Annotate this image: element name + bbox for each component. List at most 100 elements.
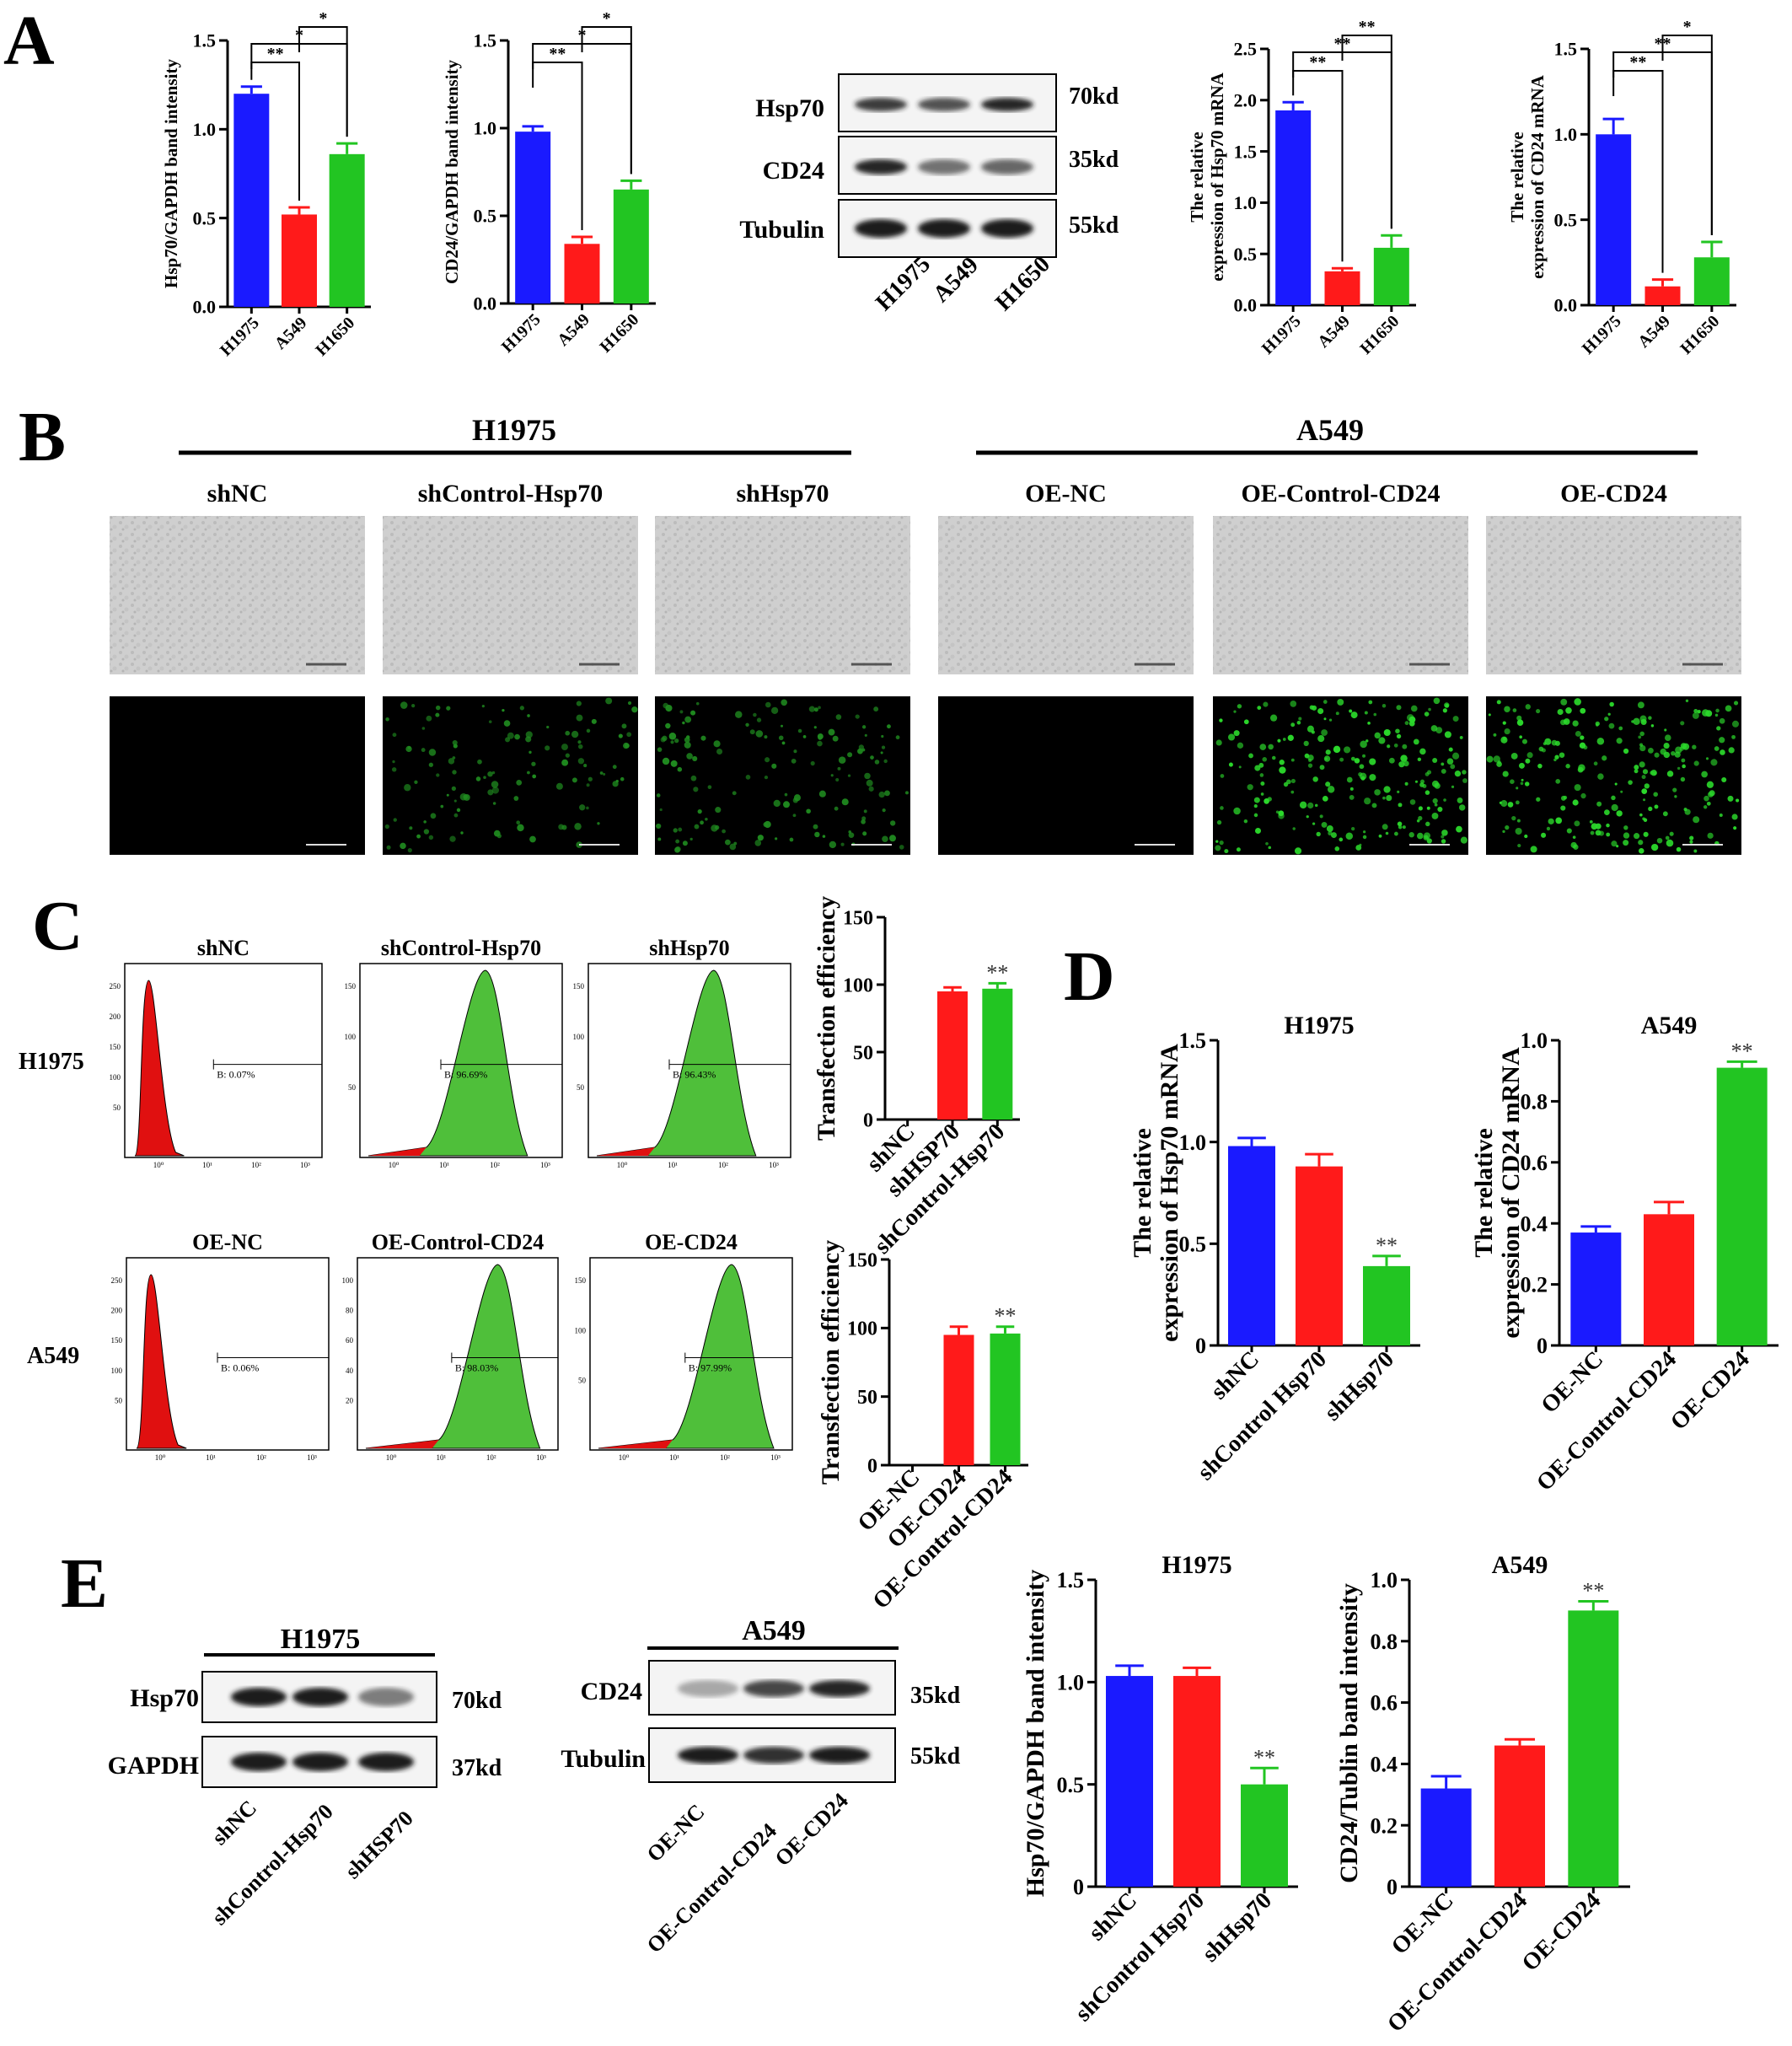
bar <box>1716 1067 1768 1345</box>
bar <box>943 1334 974 1465</box>
fluorescent-cell <box>1269 714 1278 722</box>
x-category-label: H1975 <box>217 314 263 360</box>
fluorescent-cell <box>700 735 706 741</box>
fluorescent-cell <box>1333 745 1341 754</box>
fluorescent-cell <box>673 828 678 833</box>
wb-band-shape <box>981 219 1033 238</box>
fluorescent-cell <box>1307 802 1314 809</box>
fluorescent-cell <box>1215 739 1222 746</box>
bar-chart-a3: 0.0 0.5 1.0 1.5 2.0 2.5 H1975 A549 H1650 The rela… <box>1187 18 1416 358</box>
y-tick-label: 50 <box>857 1387 877 1409</box>
panel-c: H1975 A549 shNC 250 200 150 100 50 10⁰ 10¹ 10² 10… <box>19 936 793 1462</box>
y-axis-label: The relative <box>1470 1128 1498 1258</box>
fluorescent-cell <box>707 785 712 790</box>
fluorescent-cell <box>1460 836 1467 844</box>
fluorescent-cell <box>1424 832 1431 840</box>
fluorescent-cell <box>565 730 571 736</box>
fluorescent-cell <box>586 783 590 787</box>
fluorescent-cell <box>1378 834 1382 838</box>
fluorescent-cell <box>1323 700 1328 704</box>
fluorescent-cell <box>414 780 418 784</box>
wb-band-shape <box>358 1753 414 1771</box>
significance-bracket <box>1341 35 1392 229</box>
fluorescent-cell <box>446 793 449 797</box>
y-axis-label: Hsp70/GAPDH band intensity <box>161 59 181 288</box>
image-label: OE-Control-CD24 <box>1241 480 1440 507</box>
fluorescent-cell <box>1344 746 1351 754</box>
fluorescent-cell <box>1497 760 1501 765</box>
fluorescent-cell <box>1420 779 1425 784</box>
fluorescent-cell <box>1693 816 1700 824</box>
x-category-label: H1650 <box>1677 312 1724 358</box>
significance-label: * <box>319 9 327 28</box>
wb-band <box>855 219 907 238</box>
fluorescent-cell <box>1596 737 1605 745</box>
fluorescent-cell <box>1720 749 1725 755</box>
fluorescent-cell <box>1593 761 1598 766</box>
significance-star: ** <box>995 1304 1017 1329</box>
fluorescent-cell <box>1359 843 1362 846</box>
panel-letter-b: B <box>19 398 67 476</box>
fluorescent-cell <box>1555 817 1563 824</box>
fluorescent-cell <box>1308 758 1312 762</box>
fluorescent-cell <box>1433 697 1441 705</box>
fluorescent-cell <box>1309 705 1314 710</box>
fluorescent-cell <box>1674 751 1681 758</box>
fluorescent-cell <box>810 760 815 766</box>
histogram-xtick: 10⁰ <box>617 1161 628 1169</box>
fluorescent-cell <box>713 740 721 748</box>
fluorescent-cell <box>1413 738 1419 745</box>
fluorescent-cell <box>878 791 885 798</box>
fluorescent-cell <box>1452 716 1459 722</box>
fluorescent-cell <box>1488 713 1491 717</box>
fluorescent-cell <box>686 753 693 760</box>
fluorescent-cell <box>1648 806 1653 812</box>
fluorescent-cell <box>1693 849 1698 853</box>
fluorescent-cell <box>1502 771 1509 777</box>
fluorescent-cell <box>1631 720 1634 723</box>
fluorescent-cell <box>1693 709 1698 713</box>
fluorescent-cell <box>519 706 524 711</box>
fluorescent-cell <box>1294 847 1302 855</box>
fluorescent-cell <box>1350 826 1355 831</box>
fluorescent-cell <box>1317 735 1325 743</box>
fluorescence-background <box>1486 696 1741 855</box>
fluorescent-cell <box>1707 791 1714 797</box>
fluorescent-cell <box>1396 733 1402 739</box>
wb-kd-label: 55kd <box>1069 212 1119 239</box>
fluorescent-cell <box>1362 754 1366 758</box>
fluorescent-cell <box>1731 814 1738 820</box>
fluorescent-cell <box>899 845 904 850</box>
fluorescent-cell <box>1316 831 1321 837</box>
fluorescent-cell <box>1653 792 1658 797</box>
histogram-ytick: 100 <box>111 1367 123 1375</box>
fluorescent-cell <box>1672 787 1677 792</box>
fluorescent-cell <box>1641 775 1646 780</box>
bar <box>1596 134 1632 305</box>
y-tick-label: 0.5 <box>1057 1773 1085 1797</box>
fluorescent-cell <box>1566 828 1572 834</box>
fluorescent-cell <box>1681 758 1686 763</box>
fluorescent-cell <box>1733 701 1739 706</box>
fluorescent-cell <box>1457 797 1463 803</box>
wb-row-label: Tubulin <box>561 1745 646 1773</box>
fluorescent-cell <box>1541 748 1546 753</box>
fluorescent-cell <box>555 782 563 790</box>
fluorescent-cell <box>1387 744 1391 749</box>
y-tick-label: 2.5 <box>1234 39 1258 60</box>
fluorescent-cell <box>1639 715 1647 722</box>
fluorescent-cell <box>874 760 880 765</box>
wb-band-shape <box>358 1688 414 1706</box>
fluorescent-cell <box>1248 753 1253 759</box>
y-tick-label: 1.0 <box>1371 1568 1398 1592</box>
fluorescent-cell <box>764 820 771 829</box>
fluorescent-cell <box>1396 705 1402 711</box>
fluorescent-cell <box>1325 749 1331 755</box>
fluorescent-cell <box>423 820 427 824</box>
fluorescent-cell <box>1692 712 1699 719</box>
fluorescent-cell <box>1572 799 1579 806</box>
fluorescent-cell <box>814 831 820 838</box>
fluorescent-cell <box>1306 815 1309 819</box>
image-label: shControl-Hsp70 <box>418 480 604 507</box>
